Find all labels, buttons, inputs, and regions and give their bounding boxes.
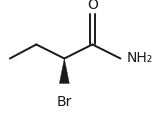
Polygon shape: [59, 58, 69, 83]
Text: Br: Br: [57, 95, 72, 109]
Text: O: O: [87, 0, 98, 12]
Text: NH₂: NH₂: [126, 51, 152, 66]
